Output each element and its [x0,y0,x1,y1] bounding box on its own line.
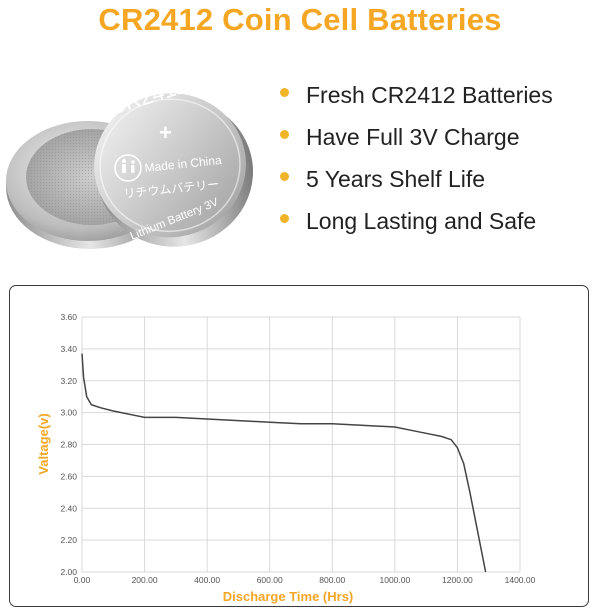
y-tick-label: 2.60 [60,471,77,481]
x-tick-label: 1000.00 [379,575,410,585]
feature-item: Long Lasting and Safe [278,200,598,242]
bullet-dot-icon [280,171,289,181]
x-tick-label: 200.00 [132,575,158,585]
y-tick-label: 3.00 [60,408,77,418]
page-title: CR2412 Coin Cell Batteries [98,2,502,37]
x-tick-label: 0.00 [74,575,91,585]
discharge-chart-frame [9,285,589,607]
feature-list: Fresh CR2412 Batteries Have Full 3V Char… [278,74,598,242]
x-tick-label: 1400.00 [505,575,536,585]
recycle-family-icon [114,154,142,182]
feature-text: 5 Years Shelf Life [306,165,486,192]
discharge-curve-line [81,353,487,573]
x-tick-label: 1200.00 [442,575,473,585]
y-tick-label: 2.80 [60,440,77,450]
feature-item: Have Full 3V Charge [278,116,598,158]
x-tick-label: 800.00 [319,575,345,585]
feature-item: 5 Years Shelf Life [278,158,598,200]
x-axis-label: Discharge Time (Hrs) [223,589,354,604]
x-tick-label: 600.00 [257,575,283,585]
y-tick-label: 2.20 [60,535,77,545]
coin-front-side [94,93,254,247]
y-axis-label: Valtage(v) [36,413,51,474]
x-tick-label: 400.00 [194,575,220,585]
coin-cell-illustration: CR2412 + Made in China リチウムバテリー Lithium … [0,55,265,265]
feature-text: Have Full 3V Charge [306,123,520,150]
feature-text: Fresh CR2412 Batteries [306,81,553,108]
coin-plus-sign: + [159,120,172,145]
y-tick-label: 2.00 [60,567,77,577]
feature-text: Long Lasting and Safe [306,207,537,234]
y-tick-label: 2.40 [60,503,77,513]
y-tick-label: 3.40 [60,344,77,354]
bullet-dot-icon [280,129,289,139]
bullet-dot-icon [280,87,289,97]
y-tick-label: 3.20 [60,376,77,386]
y-tick-label: 3.60 [60,312,77,322]
bullet-dot-icon [280,213,289,223]
feature-item: Fresh CR2412 Batteries [278,74,598,116]
